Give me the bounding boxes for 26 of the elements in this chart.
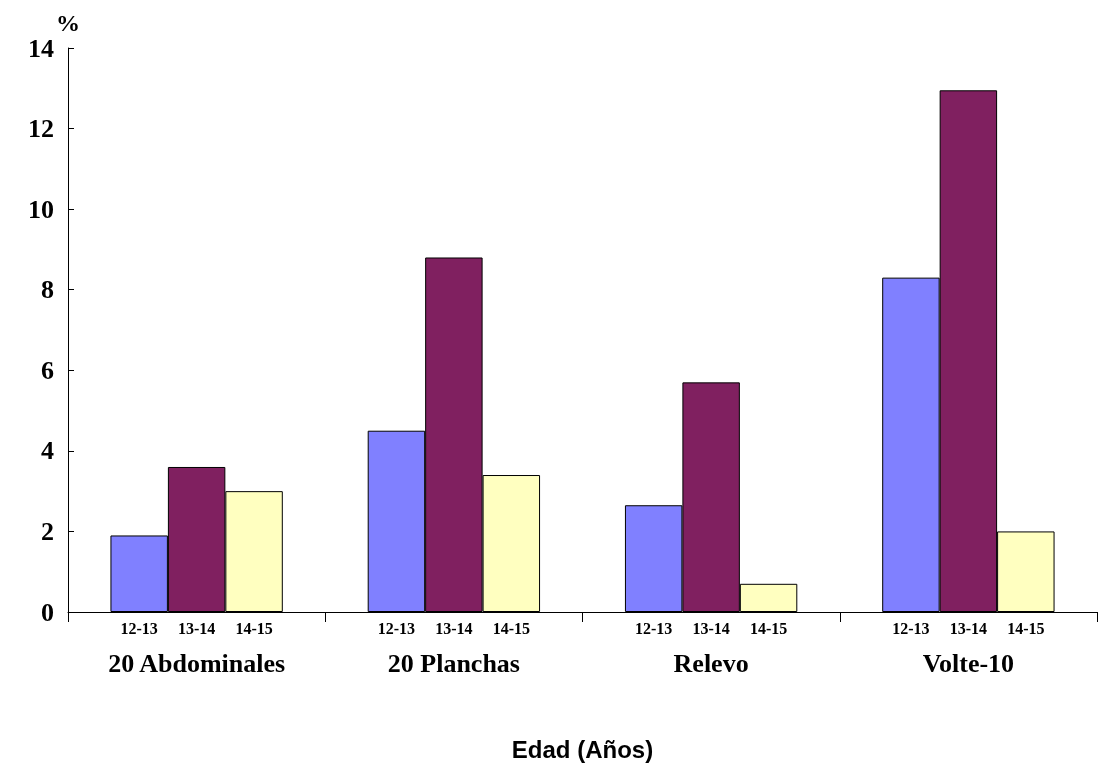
- text: 14-15: [492, 619, 530, 637]
- y-tick-label: 8: [41, 275, 54, 305]
- y-tick-label: 2: [41, 516, 54, 546]
- text: 14-15: [1007, 619, 1045, 637]
- x-tick-label: 20 Planchas: [387, 648, 520, 678]
- x-tick-label: Relevo: [673, 648, 749, 678]
- x-tick-label: Volte-10: [922, 648, 1015, 678]
- series-label: 13-14: [177, 619, 216, 637]
- x-tick-label: 20 Abdominales: [108, 648, 286, 678]
- text: 13-14: [435, 619, 473, 637]
- series-label: 14-15: [235, 619, 273, 637]
- y-tick-label: 14: [28, 33, 54, 63]
- text: 12-13: [892, 619, 930, 637]
- y-tick-label: 10: [28, 194, 54, 224]
- y-axis-title: %: [56, 10, 80, 37]
- y-tick-label: 6: [41, 355, 54, 385]
- y-tick-label: 12: [28, 114, 54, 144]
- text: 13-14: [949, 619, 988, 637]
- y-tick-label: 4: [41, 436, 54, 466]
- text: 12-13: [377, 619, 416, 637]
- text: 14-15: [749, 619, 788, 637]
- y-tick-label: 0: [41, 597, 54, 627]
- text: 13-14: [692, 619, 730, 637]
- text: 12-13: [635, 619, 673, 637]
- series-label: 12-13: [120, 619, 158, 637]
- x-axis-title: Edad (Años): [511, 735, 654, 763]
